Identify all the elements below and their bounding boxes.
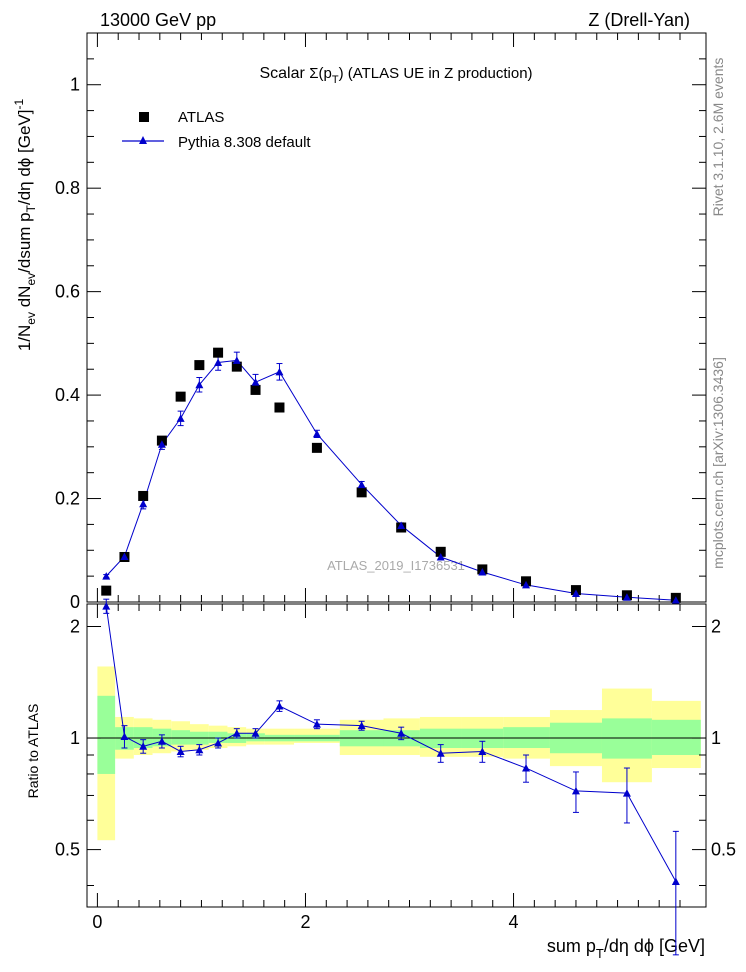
data-point [175,391,186,402]
side-text-top: Rivet 3.1.10, 2.6M events [710,58,726,217]
x-tick-label: 2 [300,912,310,932]
plot-title: Scalar Σ(pT) (ATLAS UE in Z production) [259,65,532,86]
ratio-mc-point [120,732,129,740]
mc-point [397,521,406,529]
ratio-mc-point [522,764,531,772]
mc-point [436,552,445,561]
y-tick-label: 1 [70,75,80,95]
ratio-mc-point [312,720,321,728]
mc-point [195,380,204,389]
plot-title-sub: T [332,74,339,86]
mc-point [214,358,223,367]
ratio-band-inner [208,731,228,743]
legend-data-label: ATLAS [178,109,224,126]
plot-title-sigma: Σ(p [309,65,332,82]
mc-point [157,440,166,448]
analysis-watermark: ATLAS_2019_I1736531 [327,558,465,573]
ratio-mc-point [139,742,148,750]
ratio-mc-point [102,602,111,610]
y-axis-label-ratio: Ratio to ATLAS [25,704,41,799]
ratio-mc-point [275,702,284,710]
ratio-mc-point [478,747,487,755]
main-plot: 0 0.2 0.4 0.6 0.8 1 [55,32,707,618]
data-point [274,402,285,413]
ratio-mc-point [176,747,185,755]
y-axis-label-main: 1/Nev dNev/dsum pT/dη dϕ [GeV]-1 [12,99,38,352]
data-point [250,384,261,395]
mc-point [232,356,241,364]
ratio-y-tick-label: 2 [70,616,80,636]
ratio-y-tick-label: 0.5 [55,840,80,860]
mc-point [357,480,366,489]
y-tick-label: 0.2 [55,489,80,509]
y-tick-label: 0 [70,592,80,612]
mc-point [139,499,148,508]
ratio-band-inner [171,730,190,745]
ratio-y-tick-label-right: 1 [711,728,721,748]
ratio-mc-point [251,729,260,737]
mc-point [671,596,680,604]
mc-point [522,580,531,589]
ratio-mc-point [195,745,204,754]
data-point [231,361,242,372]
ratio-mc-point [436,749,445,757]
data-point [311,442,322,453]
data-point [213,347,224,358]
legend-data-marker [139,112,149,122]
data-point [138,490,149,501]
ratio-band-inner [97,695,116,774]
ratio-mc-point [232,729,241,737]
mc-point [478,567,487,576]
side-text-bottom: mcplots.cern.ch [arXiv:1306.3436] [710,357,726,569]
x-axis-label: sum pT/dη dϕ [GeV] [547,936,705,961]
y-tick-label: 0.4 [55,385,80,405]
ratio-mc-point [214,738,223,747]
data-point [101,585,112,596]
data-point [194,360,205,371]
ratio-mc-point [622,789,631,797]
mc-point [176,414,185,422]
header-right: Z (Drell-Yan) [588,10,690,30]
legend-mc-label: Pythia 8.308 default [178,134,311,151]
mc-point [622,593,631,601]
data-point [435,546,446,557]
x-tick-label: 0 [92,912,102,932]
mc-point [102,572,111,580]
mc-point [312,429,321,438]
y-tick-label: 0.6 [55,282,80,302]
mc-point [275,367,284,376]
x-tick-label: 4 [509,912,519,932]
plot-title-suffix: ) (ATLAS UE in Z production) [339,65,533,82]
ratio-plot: 0 2 4 0.5 0.5 1 1 2 2 [55,598,736,956]
ratio-mc-point [397,729,406,737]
y-tick-label: 0.8 [55,178,80,198]
ratio-y-tick-label-right: 2 [711,616,721,636]
ratio-y-tick-label-right: 0.5 [711,840,736,860]
mc-point [571,589,580,597]
legend: ATLAS Pythia 8.308 default [122,109,311,151]
ratio-y-tick-label: 1 [70,728,80,748]
data-point [356,487,367,498]
ratio-band-inner [651,719,701,756]
ratio-mc-point [571,786,580,795]
ratio-mc-point [671,877,680,886]
header-left: 13000 GeV pp [100,10,216,30]
ratio-mc-point [357,721,366,730]
mc-point [251,378,260,386]
legend-mc-marker [139,136,147,144]
ratio-mc-point [157,737,166,745]
mc-point [120,552,129,560]
plot-title-prefix: Scalar [259,65,309,82]
